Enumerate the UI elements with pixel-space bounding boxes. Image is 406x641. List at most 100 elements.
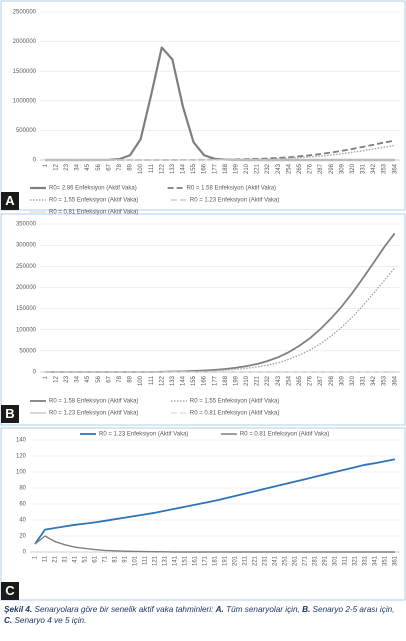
x-tick-label: 1 — [43, 375, 49, 379]
x-tick-label: 364 — [392, 375, 398, 386]
x-tick-label: 111 — [149, 163, 155, 173]
x-tick-label: 122 — [159, 163, 165, 174]
caption-run: B. — [302, 605, 311, 614]
x-tick-label: 341 — [373, 555, 379, 566]
x-tick-label: 221 — [255, 375, 261, 386]
x-tick-label: 231 — [263, 555, 269, 566]
x-tick-label: 71 — [103, 555, 109, 562]
x-tick-label: 342 — [371, 375, 377, 386]
x-tick-label: 232 — [265, 163, 271, 174]
x-tick-label: 265 — [297, 163, 303, 174]
x-tick-label: 188 — [223, 163, 229, 174]
x-tick-label: 210 — [244, 375, 250, 386]
legend-label: R0= 2.86 Enfeksiyon (Aktif Vaka) — [49, 186, 137, 192]
x-tick-label: 171 — [203, 555, 209, 566]
legend-label: R0 = 1.23 Enfeksiyon (Aktif Vaka) — [49, 411, 138, 417]
y-tick-label: 1000000 — [13, 98, 37, 104]
x-tick-label: 155 — [191, 375, 197, 386]
x-tick-label: 21 — [53, 555, 59, 562]
x-tick-label: 254 — [286, 163, 292, 174]
panel-letter-box — [1, 582, 19, 600]
x-tick-label: 201 — [233, 555, 239, 566]
x-tick-label: 131 — [163, 555, 169, 566]
y-tick-label: 250000 — [16, 264, 37, 270]
x-tick-label: 191 — [223, 555, 229, 566]
x-tick-label: 221 — [255, 163, 261, 174]
y-tick-label: 0 — [23, 550, 27, 556]
x-tick-label: 287 — [318, 163, 324, 174]
x-tick-label: 121 — [153, 555, 159, 566]
x-tick-label: 177 — [212, 375, 218, 386]
x-tick-label: 133 — [170, 163, 176, 174]
x-tick-label: 100 — [138, 375, 144, 386]
x-tick-label: 133 — [170, 375, 176, 386]
x-tick-label: 144 — [181, 163, 187, 174]
x-tick-label: 51 — [83, 555, 89, 562]
x-tick-label: 364 — [392, 163, 398, 174]
x-tick-label: 320 — [350, 163, 356, 174]
y-tick-label: 1500000 — [13, 69, 37, 75]
x-tick-label: 41 — [73, 555, 79, 562]
series-line — [45, 232, 396, 373]
x-tick-label: 351 — [383, 555, 389, 566]
caption-run: Senaryo 2-5 arası için, — [310, 605, 397, 614]
caption-run: A. — [215, 605, 224, 614]
x-tick-label: 291 — [323, 555, 329, 566]
series-line — [45, 46, 395, 162]
x-tick-label: 265 — [297, 375, 303, 386]
x-tick-label: 232 — [265, 375, 271, 386]
x-tick-label: 1 — [33, 555, 39, 559]
x-tick-label: 342 — [371, 163, 377, 174]
x-tick-label: 210 — [244, 163, 250, 174]
x-tick-label: 45 — [85, 163, 91, 170]
x-tick-label: 12 — [53, 375, 59, 382]
x-tick-label: 166 — [202, 375, 208, 386]
x-tick-label: 331 — [361, 375, 367, 386]
panel-frame — [0, 427, 406, 601]
y-tick-label: 120 — [16, 454, 27, 460]
x-tick-label: 166 — [202, 163, 208, 174]
x-tick-label: 122 — [159, 375, 165, 386]
x-tick-label: 251 — [283, 555, 289, 566]
y-tick-label: 2000000 — [13, 39, 37, 45]
x-tick-label: 67 — [106, 375, 112, 382]
x-tick-label: 91 — [123, 555, 129, 562]
x-tick-label: 298 — [329, 163, 335, 174]
x-tick-label: 298 — [329, 375, 335, 386]
caption: Şekil 4. Senaryolara göre bir senelik ak… — [4, 604, 402, 626]
x-tick-label: 199 — [233, 375, 239, 386]
legend-label: R0 = 1.23 Enfeksiyon (Aktif Vaka) — [190, 198, 279, 204]
x-tick-label: 211 — [243, 555, 249, 565]
y-tick-label: 80 — [19, 486, 26, 492]
y-tick-label: 100000 — [16, 327, 37, 333]
y-tick-label: 300000 — [16, 243, 37, 249]
x-tick-label: 188 — [223, 375, 229, 386]
x-tick-label: 353 — [382, 375, 388, 386]
legend-label: R0 = 0.81 Enfeksiyon (Aktif Vaka) — [240, 432, 329, 438]
x-tick-label: 101 — [133, 555, 139, 566]
x-tick-label: 151 — [183, 555, 189, 566]
panel-frame — [0, 213, 406, 426]
x-tick-label: 141 — [173, 555, 179, 566]
x-tick-label: 11 — [43, 555, 49, 562]
x-tick-label: 241 — [273, 555, 279, 566]
caption-run: Senaryolara göre bir senelik aktif vaka … — [32, 605, 216, 614]
x-tick-label: 144 — [181, 375, 187, 386]
panel-letter: B — [5, 406, 14, 421]
series-line — [34, 535, 395, 553]
x-tick-label: 78 — [117, 163, 123, 170]
x-tick-label: 331 — [361, 163, 367, 174]
x-tick-label: 361 — [393, 555, 399, 566]
x-tick-label: 81 — [113, 555, 119, 562]
x-tick-label: 181 — [213, 555, 219, 566]
x-tick-label: 155 — [191, 163, 197, 174]
x-tick-label: 199 — [233, 163, 239, 174]
caption-run: C. — [4, 616, 13, 625]
y-tick-label: 40 — [19, 518, 26, 524]
x-tick-label: 56 — [96, 163, 102, 170]
legend-label: R0 = 1.55 Enfeksiyon (Aktif Vaka) — [190, 399, 279, 405]
y-tick-label: 2500000 — [13, 10, 37, 16]
x-tick-label: 45 — [85, 375, 91, 382]
y-tick-label: 0 — [33, 158, 37, 164]
